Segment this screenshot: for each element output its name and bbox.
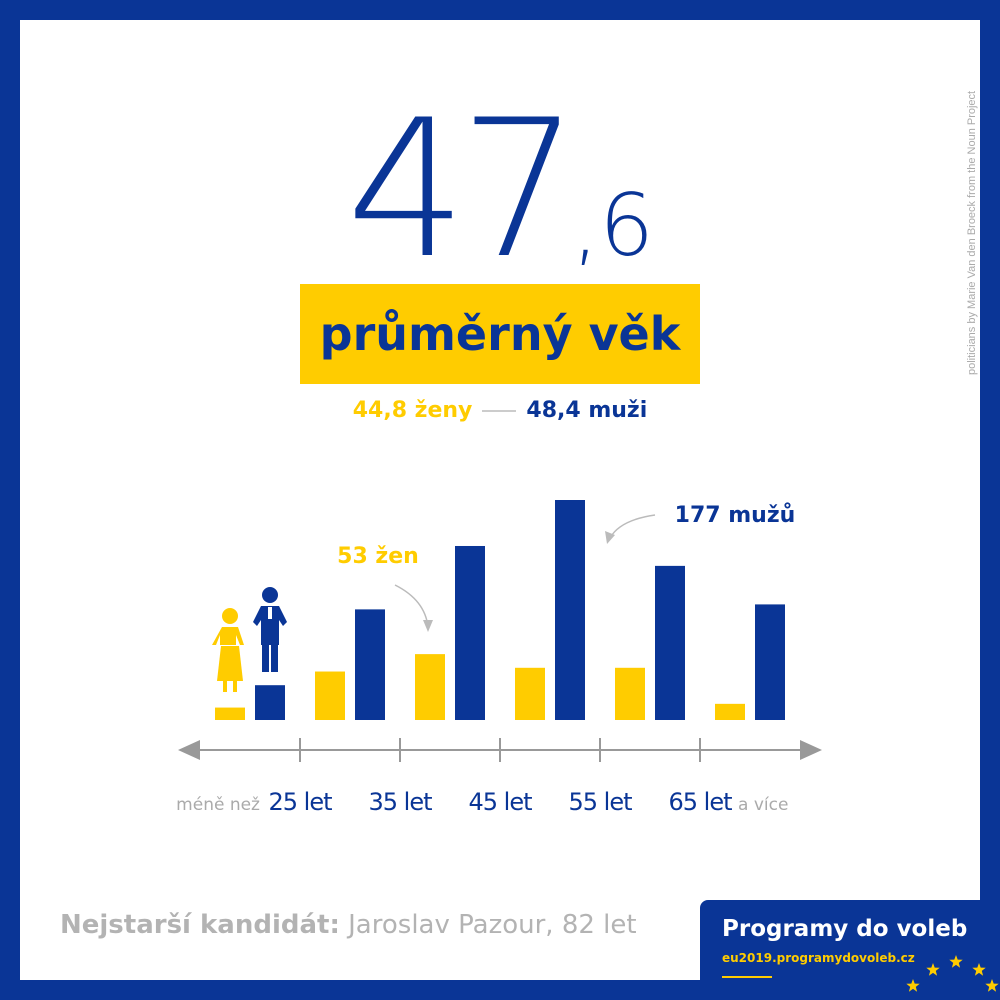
- bar-women-5: [715, 703, 745, 720]
- average-age-value: 47,6: [0, 95, 1000, 285]
- bar-women-0: [215, 707, 245, 720]
- footer-brand: Programy do voleb eu2019.programydovoleb…: [700, 900, 1000, 1000]
- axis-arrow-right-icon: [800, 740, 822, 760]
- tick-label-0: 25 let: [268, 788, 332, 816]
- footer-title: Programy do voleb: [722, 916, 968, 942]
- tick-label-4: 65 let: [668, 788, 732, 816]
- footer-url-link[interactable]: eu2019.programydovoleb.cz: [722, 951, 915, 965]
- eu-stars-icon: [906, 955, 999, 992]
- tick-label-3: 55 let: [568, 788, 632, 816]
- annotation-men-arrow: [609, 514, 656, 539]
- bar-men-1: [355, 609, 385, 720]
- bar-women-2: [415, 654, 445, 720]
- bar-women-1: [315, 671, 345, 720]
- tick-label-2: 45 let: [468, 788, 532, 816]
- footer-underline: [722, 976, 772, 978]
- axis-layer: [178, 738, 822, 762]
- infographic-card: [20, 20, 980, 980]
- average-age-label: průměrný věk: [319, 307, 681, 361]
- average-age-fraction: ,6: [571, 176, 654, 276]
- average-age-integer: 47: [346, 79, 580, 300]
- bar-men-4: [655, 565, 685, 720]
- annotations-layer: 53 žen 177 mužů: [337, 503, 795, 632]
- tick-prefix-0: méně než: [176, 795, 260, 815]
- average-age-label-box: průměrný věk: [300, 284, 700, 384]
- tick-suffix-4: a více: [738, 795, 788, 815]
- bar-men-3: [555, 500, 585, 720]
- annotation-women-peak: 53 žen: [337, 544, 419, 569]
- axis-arrow-left-icon: [178, 740, 200, 760]
- annotation-men-arrowhead-icon: [605, 531, 615, 544]
- woman-politician-icon: [212, 608, 244, 692]
- men-average-age: 48,4 muži: [526, 398, 648, 423]
- bar-women-3: [515, 667, 545, 720]
- annotation-men-peak: 177 mužů: [675, 503, 796, 528]
- bar-women-4: [615, 667, 645, 720]
- bar-men-0: [255, 685, 285, 720]
- annotation-women-arrow: [394, 584, 429, 628]
- oldest-candidate-value: Jaroslav Pazour, 82 let: [348, 910, 637, 940]
- icons-layer: [212, 587, 287, 692]
- man-politician-icon: [253, 587, 287, 672]
- bar-men-2: [455, 545, 485, 720]
- bar-men-5: [755, 604, 785, 720]
- oldest-candidate-label: Nejstarší kandidát:: [60, 910, 340, 940]
- women-average-age: 44,8 ženy: [352, 398, 473, 423]
- annotation-women-arrowhead-icon: [423, 620, 433, 632]
- gender-summary: 44,8 ženy 48,4 muži: [0, 398, 1000, 423]
- tick-label-1: 35 let: [368, 788, 432, 816]
- oldest-candidate: Nejstarší kandidát: Jaroslav Pazour, 82 …: [60, 910, 637, 940]
- bars-layer: [215, 500, 785, 720]
- axis-labels-layer: 25 let méně než 35 let 45 let 55 let 65 let a …: [176, 788, 788, 816]
- gender-divider: [482, 409, 517, 412]
